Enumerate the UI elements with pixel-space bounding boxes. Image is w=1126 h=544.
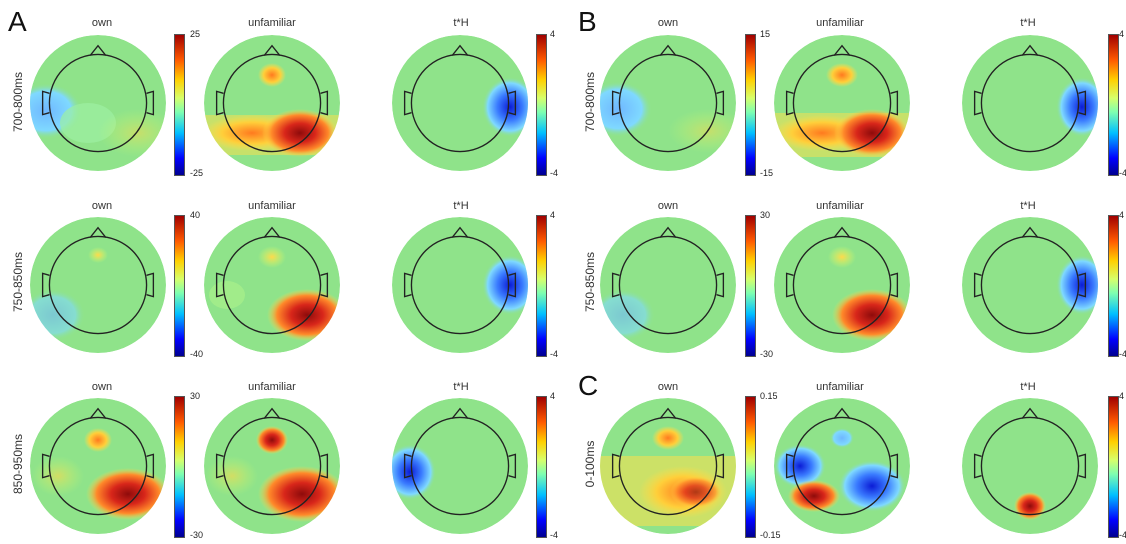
colorbar-a3-own [174,396,185,538]
colorbar-a2-own [174,215,185,357]
title-b1-unfamiliar: unfamiliar [816,17,864,29]
title-a1-tH: t*H [453,17,469,29]
topomap-a1-tH [392,35,528,171]
colorbar-a2-tH [536,215,547,357]
topomap-b2-unfamiliar [774,217,910,353]
topomap-c1-own [600,398,736,534]
cbar-min-c1-own: -0.15 [760,530,781,540]
cbar-max-b1-tH: 4 [1119,29,1125,39]
panel-label-a: A [8,6,27,37]
cbar-max-c1-tH: 4 [1119,391,1125,401]
cbar-max-a3-own: 30 [190,391,201,401]
cbar-min-a1-tH: -4 [550,168,559,178]
cbar-max-a2-own: 40 [190,210,201,220]
topomap-a3-own [30,398,166,534]
topomap-b1-own [600,35,736,171]
title-c1-tH: t*H [1020,381,1036,393]
colorbar-b2-own [745,215,756,357]
topomap-a2-unfamiliar [204,217,340,353]
topomap-a3-unfamiliar [204,398,340,534]
colorbar-b2-tH [1108,215,1119,357]
topomap-b2-tH [962,217,1098,353]
cbar-min-c1-tH: -4 [1119,530,1126,540]
title-b1-tH: t*H [1020,17,1036,29]
colorbar-c1-tH [1108,396,1119,538]
cbar-min-b2-tH: -4 [1119,349,1126,359]
colorbar-a1-own [174,34,185,176]
topomap-b2-own [600,217,736,353]
topomap-a2-tH [392,217,528,353]
title-b1-own: own [657,17,679,29]
colorbar-a1-tH [536,34,547,176]
title-a2-unfamiliar: unfamiliar [248,200,296,212]
topomap-c1-tH [962,398,1098,534]
title-c1-unfamiliar: unfamiliar [816,381,864,393]
cbar-min-b2-own: -30 [760,349,774,359]
colorbar-a3-tH [536,396,547,538]
title-a2-tH: t*H [453,200,469,212]
topomap-a2-own [30,217,166,353]
cbar-max-a1-own: 25 [190,29,201,39]
title-a2-own: own [91,200,113,212]
cbar-max-b1-own: 15 [760,29,771,39]
topomap-a1-own [30,35,166,171]
topomap-c1-unfamiliar [774,398,910,534]
title-a1-own: own [91,17,113,29]
panel-label-b: B [578,6,597,37]
title-a3-tH: t*H [453,381,469,393]
cbar-min-a2-own: -40 [190,349,204,359]
topomap-a3-tH [392,398,528,534]
title-b2-unfamiliar: unfamiliar [816,200,864,212]
cbar-max-a3-tH: 4 [550,391,556,401]
title-a1-unfamiliar: unfamiliar [248,17,296,29]
title-a3-unfamiliar: unfamiliar [248,381,296,393]
cbar-max-a1-tH: 4 [550,29,556,39]
cbar-min-b1-tH: -4 [1119,168,1126,178]
title-c1-own: own [657,381,679,393]
cbar-min-a3-own: -30 [190,530,204,540]
colorbar-b1-tH [1108,34,1119,176]
cbar-max-a2-tH: 4 [550,210,556,220]
cbar-min-a3-tH: -4 [550,530,559,540]
title-b2-tH: t*H [1020,200,1036,212]
cbar-max-b2-own: 30 [760,210,771,220]
title-a3-own: own [91,381,113,393]
topomap-a1-unfamiliar [204,35,340,171]
cbar-max-c1-own: 0.15 [760,391,778,401]
colorbar-c1-own [745,396,756,538]
colorbar-b1-own [745,34,756,176]
cbar-min-b1-own: -15 [760,168,774,178]
panel-label-c: C [578,370,599,401]
cbar-min-a2-tH: -4 [550,349,559,359]
topomap-b1-tH [962,35,1098,171]
cbar-max-b2-tH: 4 [1119,210,1125,220]
cbar-min-a1-own: -25 [190,168,204,178]
topomap-b1-unfamiliar [774,35,910,171]
title-b2-own: own [657,200,679,212]
